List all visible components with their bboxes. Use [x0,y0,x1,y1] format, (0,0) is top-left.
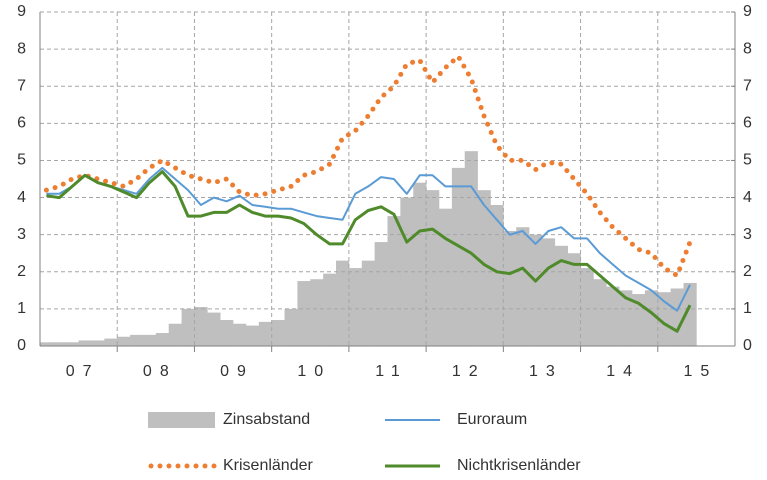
y-tick-label: 1 [17,300,26,317]
x-tick-label: 13 [529,363,563,380]
bar [644,290,659,346]
bar [181,308,195,346]
dotted-line [43,54,693,278]
bar [348,268,363,346]
bar [451,167,466,346]
bar [297,281,311,346]
y2-tick-label: 0 [743,337,752,354]
y2-tick-label: 2 [743,263,752,280]
bar [78,340,92,346]
bar [310,279,324,346]
bar [619,290,633,346]
bar [593,279,607,346]
x-tick-label: 14 [606,363,640,380]
bar [438,208,453,346]
bar [503,230,517,346]
bar [361,260,375,346]
y2-tick-label: 9 [743,3,752,20]
bar [258,321,272,346]
x-tick-label: 10 [297,363,331,380]
bar [374,242,388,346]
bar [52,342,67,346]
x-tick-label: 12 [452,363,486,380]
bar [670,288,684,346]
bar [220,320,234,346]
x-tick-label: 09 [220,363,254,380]
y-tick-label: 6 [17,115,26,132]
y2-tick-label: 6 [743,115,752,132]
bar [529,234,543,346]
bar [323,273,337,346]
y-tick-label: 5 [17,152,26,169]
bar [413,182,427,346]
legend-label: Krisenländer [223,457,314,474]
legend-label: Nichtkrisenländer [457,457,581,474]
y2-tick-label: 5 [743,152,752,169]
bar [168,323,182,346]
bar [142,334,157,346]
bar [683,282,697,346]
bar [117,336,131,346]
y-tick-label: 2 [17,263,26,280]
legend-swatch [148,412,215,428]
y2-tick-label: 8 [743,40,752,57]
bar [477,190,491,346]
y2-tick-label: 3 [743,226,752,243]
bar [336,260,350,346]
bar [657,292,671,346]
bar [271,320,285,346]
bar [606,286,620,346]
bar [91,340,105,346]
bar [40,342,54,346]
y-tick-label: 8 [17,40,26,57]
y-tick-label: 3 [17,226,26,243]
line [46,166,691,312]
bar [567,253,581,346]
y2-tick-label: 4 [743,189,752,206]
y-tick-label: 7 [17,77,26,94]
bar [426,190,440,346]
bar [387,216,401,346]
bar [65,342,79,346]
bar [284,308,298,346]
bar [130,334,144,346]
x-tick-label: 15 [683,363,717,380]
bar [541,238,556,346]
bar [207,312,221,346]
y2-tick-label: 7 [743,77,752,94]
bar [104,338,118,346]
bar [464,151,478,346]
bar [155,333,170,346]
bar [194,307,208,346]
bar [516,227,530,346]
y-tick-label: 4 [17,189,26,206]
bar [490,204,504,346]
y-tick-label: 9 [17,3,26,20]
y2-tick-label: 1 [743,300,752,317]
y-tick-label: 0 [17,337,26,354]
bar [580,268,594,346]
x-tick-label: 07 [66,363,100,380]
x-tick-label: 11 [375,363,408,380]
line [46,170,692,333]
x-tick-label: 08 [143,363,177,380]
legend-label: Euroraum [457,411,527,428]
bar [554,245,568,346]
legend-label: Zinsabstand [223,411,310,428]
bar [245,325,260,346]
bar [233,323,247,346]
